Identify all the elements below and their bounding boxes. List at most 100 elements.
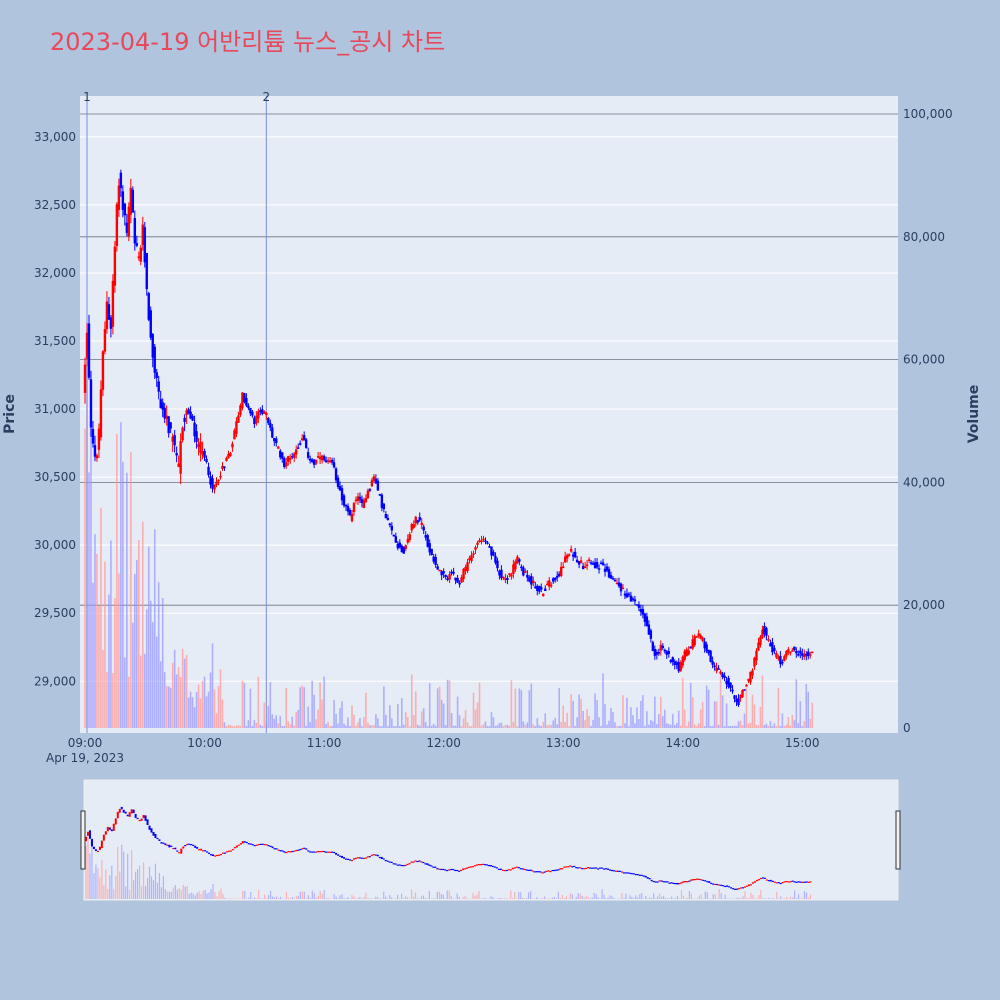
slider-candle	[243, 841, 246, 843]
volume-bar	[504, 724, 507, 728]
slider-candle	[614, 870, 617, 872]
slider-candle	[654, 881, 657, 883]
volume-bar	[542, 722, 545, 728]
slider-volume-bar	[522, 897, 524, 899]
time-tick-label: 09:00	[68, 736, 103, 750]
candle-body	[199, 441, 202, 453]
volume-bar	[763, 724, 766, 728]
candle-body	[713, 665, 716, 668]
slider-candle	[607, 868, 610, 870]
slider-candle	[539, 871, 542, 873]
slider-volume-bar	[347, 897, 349, 899]
slider-candle	[132, 809, 135, 814]
slider-candle	[587, 867, 590, 869]
candle-body	[452, 571, 455, 574]
slider-candle	[535, 871, 538, 873]
slider-candle	[110, 829, 113, 832]
slider-volume-bar	[264, 894, 266, 899]
candle-body	[536, 585, 539, 591]
candle-body	[647, 624, 651, 635]
volume-bar	[440, 699, 443, 728]
slider-candle	[241, 841, 244, 844]
slider-candle	[352, 858, 355, 860]
volume-bar	[795, 679, 798, 728]
slider-volume-bar	[176, 889, 178, 899]
time-tick-label: 14:00	[665, 736, 700, 750]
slider-volume-bar	[85, 845, 87, 899]
slider-candle	[670, 882, 673, 884]
slider-volume-bar	[706, 892, 708, 899]
volume-bar	[472, 692, 475, 728]
slider-candle	[98, 846, 101, 850]
volume-bar	[147, 546, 150, 728]
time-tick-label: 10:00	[187, 736, 222, 750]
volume-bar	[590, 726, 592, 728]
candle-body	[197, 443, 200, 448]
slider-candle	[422, 861, 425, 864]
candle-body	[741, 690, 744, 698]
slider-volume-bar	[238, 898, 240, 899]
slider-candle	[414, 860, 417, 862]
volume-bar	[749, 722, 752, 728]
slider-volume-bar	[301, 891, 303, 899]
slider-candle	[456, 869, 459, 872]
slider-candle	[400, 864, 403, 867]
candle-body	[591, 563, 595, 565]
volume-bar	[343, 723, 345, 728]
slider-volume-bar	[174, 885, 176, 899]
slider-candle	[521, 868, 524, 870]
slider-candle	[386, 860, 389, 862]
range-slider-left-handle[interactable]	[80, 810, 86, 870]
slider-volume-bar	[666, 898, 669, 899]
candle-body	[332, 462, 336, 468]
candle-body	[492, 551, 495, 556]
slider-candle	[446, 869, 449, 872]
candle-body	[334, 468, 338, 481]
volume-bar	[759, 706, 762, 728]
volume-bar	[402, 724, 405, 728]
volume-bar	[277, 723, 280, 728]
slider-candle	[325, 851, 328, 853]
volume-bar	[664, 709, 666, 728]
slider-candle	[722, 885, 725, 887]
volume-bar	[779, 726, 782, 728]
volume-bar	[715, 701, 718, 728]
candle-body	[113, 246, 117, 286]
volume-bar	[695, 726, 698, 728]
volume-bar	[446, 679, 449, 728]
volume-bar	[311, 680, 313, 728]
slider-volume-bar	[514, 892, 516, 899]
volume-bar	[263, 702, 266, 728]
candle-body	[556, 575, 559, 578]
slider-candle	[88, 830, 91, 839]
candle-body	[149, 310, 152, 338]
slider-volume-bar	[561, 894, 563, 899]
slider-volume-bar	[365, 892, 367, 899]
slider-volume-bar	[714, 894, 716, 899]
volume-bar	[104, 561, 106, 728]
range-slider[interactable]	[83, 779, 899, 901]
candle-body	[215, 481, 218, 485]
slider-candle	[221, 852, 224, 854]
candle-body	[302, 435, 306, 441]
candle-body	[257, 411, 260, 419]
candle-body	[745, 684, 748, 687]
volume-bar	[665, 723, 668, 728]
slider-volume-bar	[424, 897, 427, 899]
range-slider-right-handle[interactable]	[895, 810, 901, 870]
candle-body	[715, 667, 718, 672]
candle-body	[695, 636, 698, 638]
slider-candle	[85, 836, 87, 842]
volume-bar	[789, 725, 792, 728]
volume-bar	[574, 726, 576, 728]
volume-bar	[94, 534, 96, 728]
candle-body	[277, 446, 280, 449]
volume-bar	[693, 724, 696, 728]
volume-bar	[624, 723, 626, 728]
slider-candle	[682, 881, 685, 883]
slider-candle	[807, 881, 810, 883]
volume-bar	[333, 699, 335, 728]
slider-volume-bar	[772, 898, 774, 899]
chart-title: 2023-04-19 어반리튬 뉴스_공시 차트	[50, 28, 445, 56]
slider-volume-bar	[103, 885, 105, 899]
